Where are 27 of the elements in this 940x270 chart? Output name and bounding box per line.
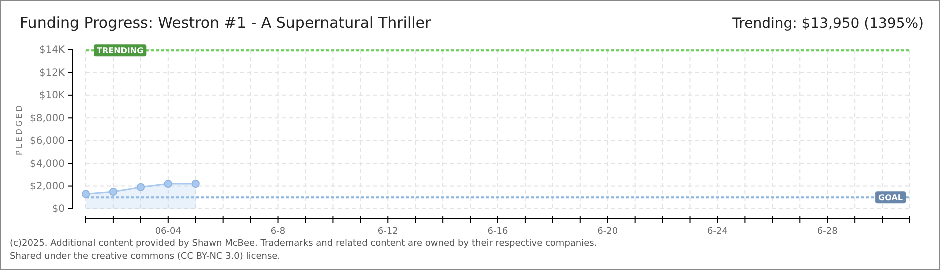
point — [164, 180, 172, 188]
y-tick-label: $10K — [39, 90, 66, 102]
text: (c)2025. Additional content provided by Shawn McBee. Trademarks and related content are owned by their respective companies. — [10, 239, 598, 249]
y-tick-label: $12K — [39, 68, 66, 79]
y-tick-label: $4,000 — [30, 158, 65, 170]
x-tick-label: 6-28 — [817, 227, 838, 238]
y-tick-label: $2,000 — [30, 181, 65, 192]
point — [136, 183, 145, 192]
x-tick-label: 6-24 — [708, 227, 728, 238]
chart-title: Funding Progress: Westron #1 - A Supernatural Thriller — [20, 14, 432, 32]
y-tick-label: $14K — [39, 45, 66, 56]
ref-line-label: GOAL — [878, 194, 903, 203]
x-tick-label: 6-16 — [488, 227, 508, 238]
point — [192, 180, 200, 188]
ref-line-label: TRENDING — [97, 46, 144, 56]
y-tick-label: $6,000 — [30, 136, 65, 148]
x-tick-label: 06-04 — [155, 227, 182, 238]
point — [82, 190, 90, 198]
y-axis-title: PLEDGED — [15, 104, 24, 156]
x-tick-label: 6-8 — [270, 227, 286, 238]
x-tick-label: 6-12 — [378, 227, 398, 238]
y-tick-label: $0 — [52, 204, 65, 216]
text: Shared under the creative commons (CC BY-NC 3.0) license. — [10, 252, 281, 262]
y-tick-label: $8,000 — [30, 113, 65, 124]
x-tick-label: 6-20 — [598, 227, 618, 238]
chart-subtitle: Trending: $13,950 (1395%) — [732, 16, 924, 32]
point — [109, 188, 118, 196]
